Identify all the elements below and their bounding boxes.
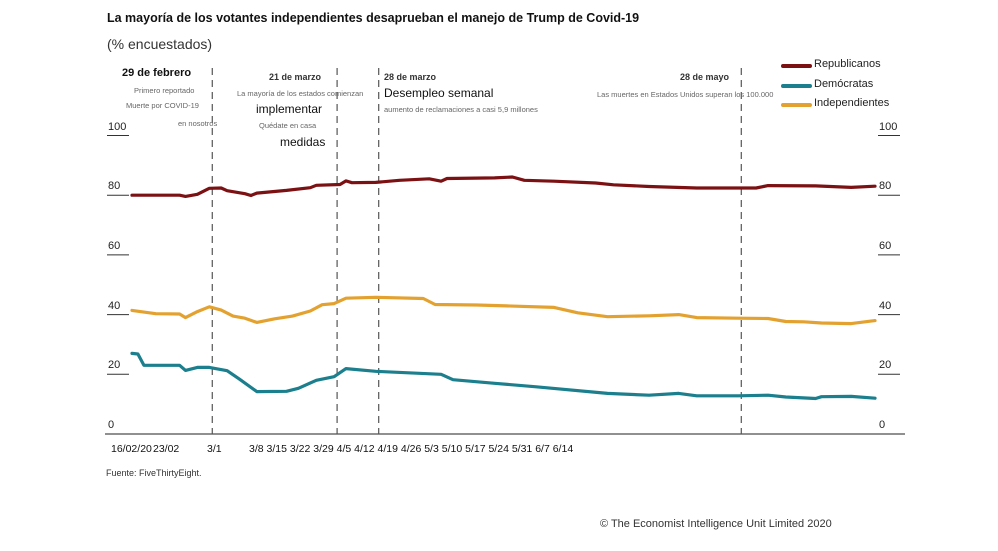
y-tick-label-right: 0 [879, 419, 886, 431]
y-tick-label-right: 20 [879, 359, 892, 372]
x-tick-label: 23/02 [153, 443, 180, 455]
x-tick-label: 16/02/20 [111, 443, 152, 455]
annotation-text: Primero reportado [134, 86, 195, 95]
annotation-text: en nosotros [178, 119, 218, 128]
x-tick-label: 5/24 [488, 443, 509, 455]
annotation-date: 21 de marzo [269, 72, 322, 82]
chart-subtitle: (% encuestados) [107, 36, 213, 52]
x-tick-label: 3/29 [313, 443, 334, 455]
annotation-text: medidas [280, 135, 326, 149]
y-tick-label-right: 40 [879, 299, 892, 312]
y-tick-label-left: 100 [108, 120, 127, 133]
x-tick-label: 3/22 [289, 443, 311, 455]
y-tick-label-left: 80 [108, 180, 121, 193]
y-tick-label-right: 100 [879, 120, 898, 133]
annotation-text: implementar [256, 102, 323, 116]
annotation-text: La mayoría de los estados comienzan [237, 89, 364, 98]
series-line-republicanos [130, 175, 877, 198]
copyright: © The Economist Intelligence Unit Limite… [600, 518, 832, 530]
y-tick-label-left: 0 [108, 419, 115, 431]
x-tick-label: 3/8 [249, 443, 264, 455]
annotation-text: Desempleo semanal [384, 86, 494, 100]
annotation-text: Muerte por COVID-19 [126, 101, 199, 110]
annotation-text: Las muertes en Estados Unidos superan lo… [597, 90, 774, 99]
x-tick-label: 6/14 [552, 443, 574, 455]
x-tick-label: 5/31 [511, 443, 533, 455]
annotation-date: 28 de mayo [680, 72, 730, 82]
x-tick-label: 4/26 [400, 443, 422, 455]
annotation-text: Quédate en casa [259, 121, 317, 130]
x-tick-label: 4/12 [354, 443, 375, 455]
y-tick-label-left: 20 [108, 359, 121, 372]
y-tick-label-left: 60 [108, 239, 121, 252]
x-tick-label: 3/15 [266, 443, 287, 455]
legend-label-democratas: Demócratas [814, 78, 874, 90]
x-tick-label: 6/7 [535, 443, 550, 455]
x-tick-label: 4/5 [336, 443, 352, 455]
legend-label-republicanos: Republicanos [814, 58, 881, 70]
x-tick-row: 3/8 3/15 3/22 3/29 4/5 4/12 4/19 4/26 5/… [249, 443, 573, 455]
x-tick-label: 5/10 [441, 443, 463, 455]
source-note: Fuente: FiveThirtyEight. [106, 468, 202, 478]
legend-label-independientes: Independientes [814, 97, 890, 109]
x-tick-label: 4/19 [377, 443, 398, 455]
annotation-date: 29 de febrero [122, 67, 192, 79]
y-tick-label-left: 40 [108, 299, 121, 312]
y-tick-label-right: 60 [879, 239, 892, 252]
series-line-demócratas [130, 351, 877, 401]
x-tick-label: 5/3 [424, 443, 439, 455]
x-tick-label: 3/1 [207, 443, 222, 455]
series-line-independientes [130, 295, 877, 326]
annotation-text: aumento de reclamaciones a casi 5,9 mill… [384, 105, 538, 114]
chart-title: La mayoría de los votantes independiente… [107, 11, 640, 25]
y-tick-label-right: 80 [879, 180, 892, 193]
annotation-date: 28 de marzo [384, 72, 437, 82]
x-tick-label: 5/17 [465, 443, 486, 455]
